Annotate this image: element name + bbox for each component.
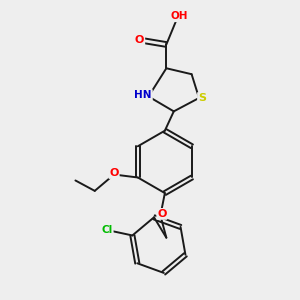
Text: S: S xyxy=(198,93,206,103)
Text: O: O xyxy=(157,209,167,219)
Text: Cl: Cl xyxy=(101,224,113,235)
Text: O: O xyxy=(110,168,119,178)
Text: OH: OH xyxy=(171,11,188,21)
Text: HN: HN xyxy=(134,90,152,100)
Text: O: O xyxy=(135,35,144,45)
